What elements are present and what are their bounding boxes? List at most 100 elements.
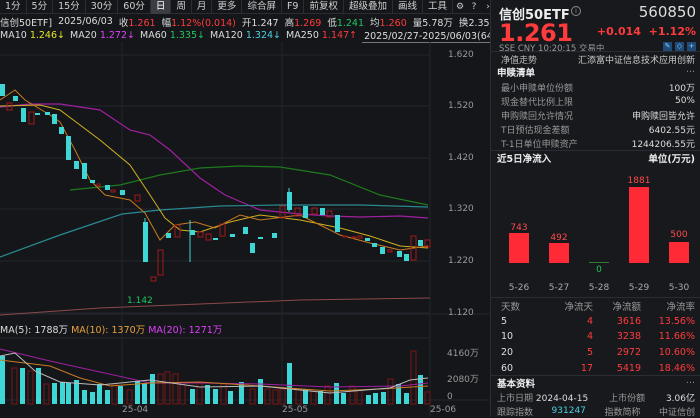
help-icon[interactable]: ?	[471, 1, 477, 12]
inflow-header: 近5日净流入 单位(万元)	[491, 151, 700, 165]
period-30min[interactable]: 30分	[86, 0, 119, 14]
cell: 3238	[616, 330, 641, 342]
vol-tick: 4160万	[447, 349, 479, 359]
period-month[interactable]: 月	[192, 0, 213, 14]
super-overlay-button[interactable]: 超级叠加	[344, 0, 393, 14]
x-tick: 25-04	[122, 405, 149, 415]
period-more[interactable]: 更多	[212, 0, 243, 14]
period-15min[interactable]: 15分	[53, 0, 86, 14]
y-tick: 1.120	[448, 308, 474, 318]
vol-ma10: MA(10): 1370万	[71, 325, 146, 336]
gear-icon[interactable]: ⚙	[455, 1, 465, 12]
more-button[interactable]: ···	[685, 377, 695, 389]
track-index-label: 跟踪指数	[497, 407, 534, 418]
ma10-value: 1.246↓	[29, 30, 65, 41]
low-marker: 1.142	[127, 296, 153, 306]
inflow-table-header: 天数 净流天 净流额 净流率	[501, 299, 695, 313]
turnover-value: 2.35%	[468, 17, 499, 29]
section-title: 基本资料	[497, 379, 536, 390]
cell: 2972	[616, 346, 641, 358]
volume-ma-legend: MA(5): 1788万 MA(10): 1370万 MA(20): 1271万	[0, 322, 222, 336]
cell: 10	[501, 330, 514, 342]
forward-adjust-button[interactable]: 前复权	[304, 0, 344, 14]
track-index-link[interactable]: 931247	[551, 406, 586, 416]
chevron-right-icon[interactable]: ›	[486, 1, 490, 12]
security-title: 信创50ETF	[499, 8, 570, 23]
row-label: T日预估现金差额	[501, 125, 570, 136]
period-1min[interactable]: 1分	[0, 0, 27, 14]
edit-icon[interactable]: ✎	[663, 42, 672, 51]
vol-tick: 0	[447, 392, 453, 402]
quote-panel: 信创50ETF i 560850 1.261 +0.014 +1.12% SSE…	[490, 0, 700, 418]
date-range-selector[interactable]: 2025/02/27-2025/06/03(64日)	[362, 28, 509, 43]
day-label: 5-30	[668, 283, 690, 293]
ma20-label: MA20	[70, 30, 97, 41]
cell: 20	[501, 346, 514, 358]
unit-label: 单位(万元)	[648, 154, 695, 165]
col-header: 净流率	[666, 302, 695, 313]
index-short-value: 中证信创	[658, 407, 695, 418]
f9-button[interactable]: F9	[282, 0, 305, 14]
bar-5-30	[669, 242, 689, 263]
last-price: 1.261	[499, 19, 573, 47]
overview-screen-button[interactable]: 综合屏	[242, 0, 282, 14]
ma20-value: 1.272↓	[99, 30, 135, 41]
y-tick: 1.620	[448, 50, 474, 60]
kline-chart[interactable]	[0, 42, 490, 417]
close-value: 1.261	[128, 17, 156, 29]
subscription-row: T-1日单位申赎资产 1244206.55元	[491, 136, 700, 150]
row-value: 50%	[674, 96, 695, 106]
cell: 10.60%	[658, 346, 695, 358]
shares-value: 3.06亿	[665, 393, 695, 404]
avg-value: 1.260	[379, 17, 407, 29]
ma10-label: MA10	[0, 30, 27, 41]
ma-legend: MA10 1.246↓ MA20 1.272↓ MA60 1.335↓ MA12…	[0, 29, 537, 43]
fund-full-name: 汇添富中证信息技术应用创新	[577, 55, 695, 66]
cell: 11.66%	[658, 330, 695, 342]
y-tick: 1.420	[448, 153, 474, 163]
chart-toolbar: 1分 5分 15分 30分 60分 日 周 月 更多 综合屏 F9 前复权 超级…	[0, 0, 490, 14]
row-value: 6402.55元	[648, 125, 695, 136]
avg-label: 均	[370, 17, 380, 29]
row-label: T-1日单位申赎资产	[501, 139, 578, 150]
price-change: +0.014 +1.12%	[597, 25, 696, 38]
period-week[interactable]: 周	[171, 0, 192, 14]
period-day[interactable]: 日	[150, 0, 172, 14]
draw-line-button[interactable]: 画线	[393, 0, 424, 14]
cell: 4	[586, 315, 593, 327]
cell: 18.46%	[658, 362, 695, 374]
info-icon[interactable]: i	[571, 6, 581, 16]
cell: 5	[586, 346, 593, 358]
section-title: 申赎清单	[497, 68, 536, 79]
list-date-value: 2024-04-15	[535, 393, 589, 404]
kline-panel: 1分 5分 15分 30分 60分 日 周 月 更多 综合屏 F9 前复权 超级…	[0, 0, 537, 417]
row-value: 申购赎回皆允许	[631, 111, 695, 122]
inflow-table-row: 10 4 3238 11.66%	[501, 329, 695, 343]
low-label: 低	[327, 17, 337, 29]
vol-ma5: MA(5): 1788万	[0, 325, 69, 336]
basic-info-row: 跟踪指数 931247 指数简称 中证信创	[491, 404, 700, 418]
ma250-label: MA250	[286, 30, 319, 41]
nav-trend-link[interactable]: 净值走势	[501, 55, 538, 66]
row-label: 现金替代比例上限	[501, 97, 574, 108]
cell: 3616	[616, 315, 641, 327]
period-5min[interactable]: 5分	[27, 0, 54, 14]
more-button[interactable]: ···	[685, 66, 695, 78]
day-label: 5-28	[588, 283, 610, 293]
inflow-table-row: 20 5 2972 10.60%	[501, 345, 695, 359]
vol-ma20: MA(20): 1271万	[148, 325, 223, 336]
ohlc-info-bar: 信创50ETF] 2025/06/03 收1.261 幅1.12%(0.014)…	[0, 15, 507, 29]
period-60min[interactable]: 60分	[118, 0, 151, 14]
day-label: 5-26	[508, 283, 530, 293]
tools-button[interactable]: 工具	[423, 0, 454, 14]
x-tick: 25-06	[430, 405, 457, 415]
bar-5-26	[509, 233, 529, 263]
ma250-value: 1.147↑	[321, 30, 358, 41]
bar-5-28	[589, 262, 609, 263]
add-icon[interactable]: +	[687, 42, 696, 51]
inflow-table-row: 5 4 3616 13.56%	[501, 314, 695, 328]
row-value: 1244206.55元	[631, 139, 695, 150]
alert-icon[interactable]: ◇	[675, 42, 684, 51]
row-label: 最小申赎单位份额	[501, 83, 574, 94]
y-tick: 1.320	[448, 204, 474, 214]
